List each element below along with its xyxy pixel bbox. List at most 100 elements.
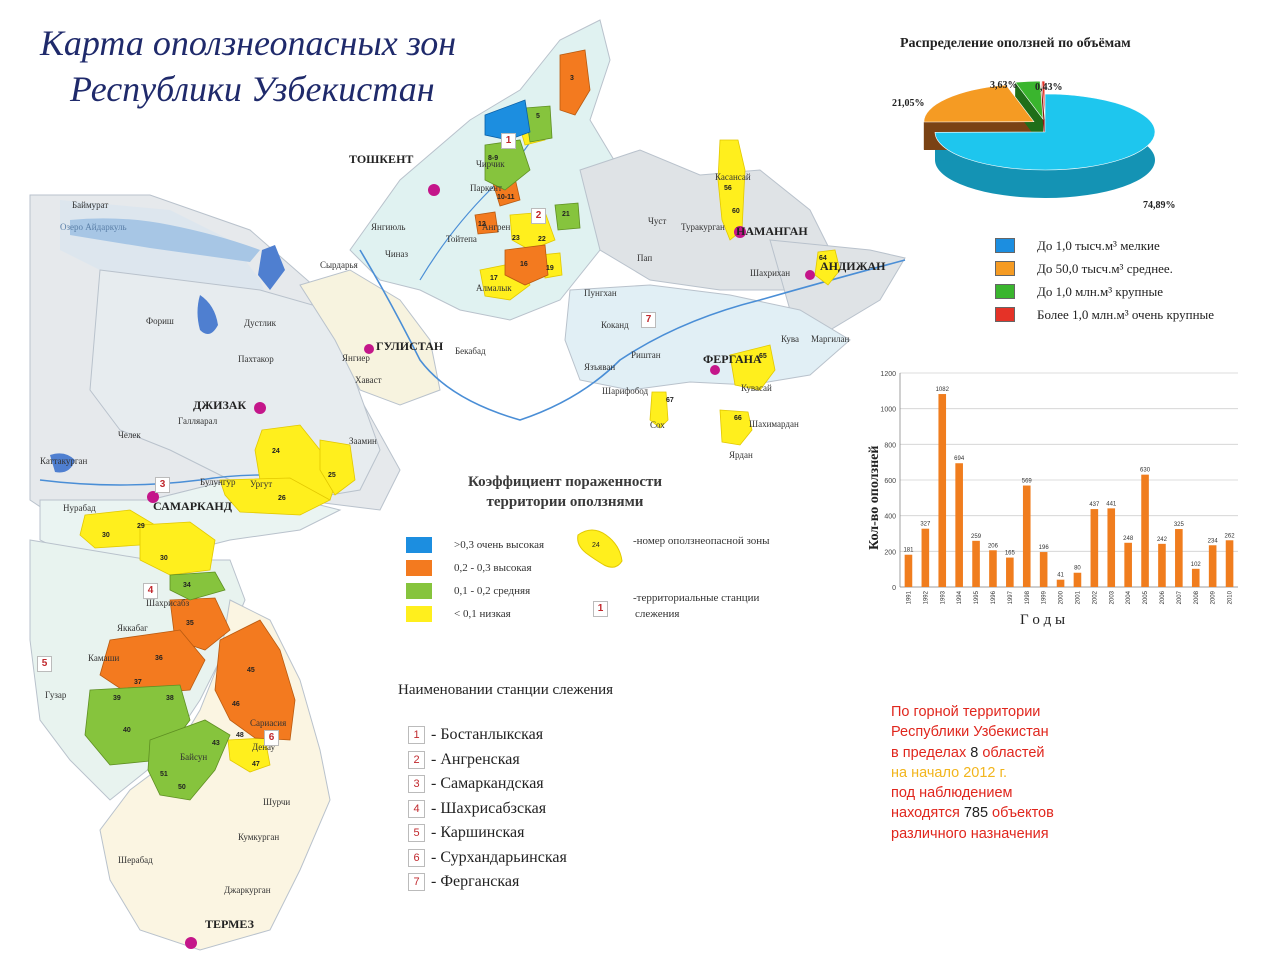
- note-objects-count: 785: [963, 805, 989, 822]
- legend-swatch-very-large: [995, 307, 1015, 322]
- bar-2005: [1141, 474, 1149, 587]
- place-label: Шахимардан: [749, 419, 799, 429]
- bar-category-label: 1995: [974, 590, 980, 604]
- pie-slice-very-large-wall: [1041, 81, 1045, 148]
- bar-value-label: 630: [1140, 468, 1151, 474]
- coef-swatch-medium: [406, 582, 432, 599]
- pie-label-very-large: 0,43%: [1035, 82, 1063, 93]
- note-date: на начало 2012 г.: [891, 764, 1008, 781]
- bar-1998: [1022, 485, 1031, 587]
- place-label: Заамин: [349, 436, 377, 446]
- city-label-samarkand: САМАРКАНД: [153, 499, 233, 513]
- bar-category-label: 1994: [957, 590, 963, 604]
- zone-low-zaamin: [319, 439, 356, 496]
- map-title-line1: Карта оползнеопасных зон: [40, 23, 457, 63]
- zone-sample-icon: 24: [577, 529, 623, 568]
- place-label: Сох: [650, 420, 665, 430]
- note-text: областей: [978, 744, 1045, 761]
- city-label-andijan: АНДИЖАН: [820, 259, 886, 273]
- station-badge-3: 3: [155, 477, 170, 493]
- svg-text:5: 5: [536, 113, 540, 120]
- bar-value-label: 206: [988, 543, 999, 549]
- station-badge-1: 1: [501, 133, 516, 149]
- station-note-line2: слежения: [635, 608, 680, 620]
- bar-category-label: 2009: [1211, 590, 1217, 604]
- station-badge-5: 5: [37, 656, 52, 672]
- svg-text:3: 3: [570, 75, 574, 82]
- place-label: Язъяван: [584, 362, 616, 372]
- bar-category-label: 2008: [1194, 590, 1200, 604]
- svg-text:24: 24: [272, 448, 280, 455]
- bar-value-label: 181: [903, 548, 914, 554]
- bar-1991: [904, 554, 913, 587]
- coef-swatch-very-high: [406, 536, 432, 553]
- bar-category-label: 2006: [1160, 590, 1166, 604]
- place-label: Каттакурган: [40, 456, 88, 466]
- station-number: 6: [408, 848, 425, 867]
- station-badge-7: 7: [641, 312, 656, 328]
- pie-slice-small: [934, 93, 1156, 171]
- place-label: Чиназ: [385, 249, 409, 259]
- svg-text:37: 37: [134, 679, 142, 686]
- city-label-jizzakh: ДЖИЗАК: [193, 398, 247, 412]
- coef-legend-item: 0,2 - 0,3 высокая: [406, 556, 544, 579]
- bar-category-label: 2004: [1126, 590, 1132, 604]
- svg-text:43: 43: [212, 740, 220, 747]
- region-fergana: [564, 284, 851, 391]
- place-label: Шахрисабз: [146, 598, 190, 608]
- place-label: Риштан: [631, 350, 661, 360]
- city-label-gulistan: ГУЛИСТАН: [376, 339, 444, 353]
- legend-swatch-small: [995, 238, 1015, 253]
- place-label: Нурабад: [63, 503, 96, 513]
- landslides-per-year-bar-chart: Кол-во оползней Г о д ы 0 200 400 600 800 100…: [867, 371, 1238, 628]
- place-label: Камаши: [88, 653, 120, 663]
- note-line: в пределах 8 областей: [891, 743, 1121, 763]
- pie-label-small: 74,89%: [1143, 200, 1176, 211]
- bar-2008: [1191, 568, 1200, 587]
- place-label: Челек: [118, 430, 141, 440]
- bar-1993: [938, 394, 947, 587]
- coef-legend-text: 0,1 - 0,2 средняя: [454, 584, 531, 597]
- bar-1992: [921, 528, 930, 587]
- bar-2001: [1073, 572, 1082, 587]
- place-label: Туракурган: [681, 222, 725, 232]
- coefficient-title: Коэффициент пораженности территории опол…: [430, 472, 700, 512]
- note-line: под наблюдением: [891, 785, 1013, 802]
- pie-slice-large: [1014, 80, 1044, 121]
- place-label: Шарифобод: [602, 386, 649, 396]
- map-title: Карта оползнеопасных зон Республики Узбе…: [40, 20, 560, 112]
- station-list-item: 6 - Сурхандарьинская: [408, 846, 567, 871]
- zone-very-high-bostanlyk: [484, 99, 531, 141]
- place-label: Галляарал: [178, 416, 218, 426]
- place-label: Дустлик: [244, 318, 277, 328]
- zone-number-labels: 3 5 8-9 10-11 12 16 17 19 23 21 22 24 25…: [102, 75, 827, 791]
- station-list-item: 3 - Самаркандская: [408, 772, 567, 797]
- station-number: 7: [408, 873, 425, 892]
- station-sample-badge: 1: [593, 601, 608, 617]
- bar-chart-ytick-label: 600: [884, 478, 896, 485]
- svg-text:67: 67: [666, 397, 674, 404]
- zone-medium-baysun: [147, 719, 231, 801]
- coef-legend-text: < 0,1 низкая: [454, 607, 511, 620]
- svg-text:39: 39: [113, 695, 121, 702]
- legend-text: Более 1,0 млн.м³ очень крупные: [1037, 306, 1215, 322]
- city-markers: [147, 184, 815, 949]
- station-name: - Ангренская: [431, 750, 520, 768]
- region-syrdarya: [299, 269, 441, 406]
- place-label: Кува: [781, 334, 799, 344]
- pie-legend: До 1,0 тысч.м³ мелкие До 50,0 тысч.м³ ср…: [995, 234, 1214, 326]
- zone-high-surkhandarya: [214, 619, 296, 741]
- bar-value-label: 242: [1157, 537, 1168, 543]
- place-label: Паркент: [470, 183, 502, 193]
- zone-number-note: -номер оползнеопасной зоны: [633, 535, 770, 547]
- svg-text:46: 46: [232, 701, 240, 708]
- svg-text:34: 34: [183, 582, 191, 589]
- bar-chart-ytick-label: 200: [884, 549, 896, 556]
- map-title-line2: Республики Узбекистан: [70, 69, 435, 109]
- volume-pie-chart: 74,89% 21,05% 3,63% 0,43%: [892, 80, 1176, 211]
- bar-value-label: 196: [1039, 545, 1050, 551]
- station-name: - Шахрисабзская: [431, 799, 547, 817]
- station-note-line1: -территориальные станции: [633, 592, 760, 604]
- svg-text:38: 38: [166, 695, 174, 702]
